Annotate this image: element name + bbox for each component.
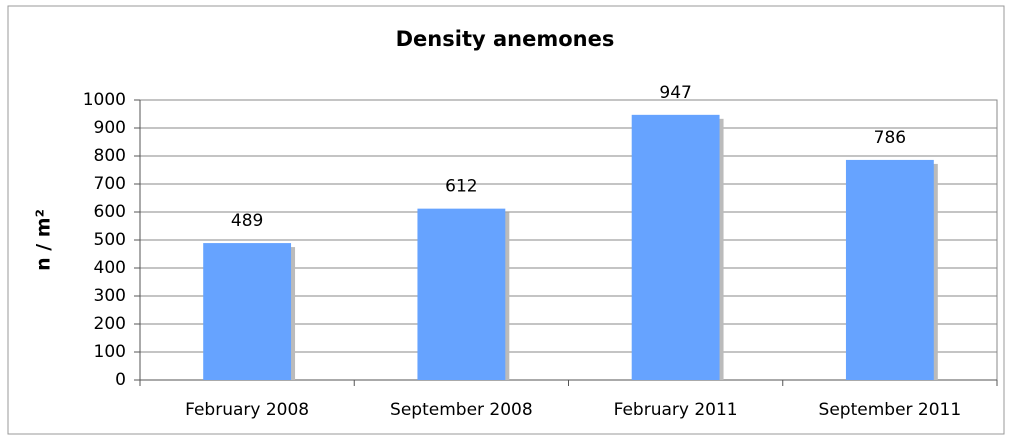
x-tick-label: September 2008 (390, 400, 533, 420)
bar (845, 159, 934, 380)
y-tick-label: 600 (94, 202, 126, 222)
x-tick-label: February 2011 (614, 400, 738, 420)
bar (203, 243, 292, 380)
data-label: 786 (874, 128, 906, 148)
y-tick-label: 0 (115, 370, 126, 390)
y-tick-label: 900 (94, 118, 126, 138)
y-axis-label: n / m² (33, 209, 55, 271)
x-tick-label: September 2011 (819, 400, 962, 420)
data-label: 489 (231, 211, 263, 231)
y-tick-label: 700 (94, 174, 126, 194)
y-tick-label: 300 (94, 286, 126, 306)
y-tick-label: 400 (94, 258, 126, 278)
y-tick-label: 500 (94, 230, 126, 250)
chart-title: Density anemones (396, 27, 615, 51)
bar (417, 208, 506, 380)
data-label: 947 (659, 83, 691, 103)
y-tick-label: 100 (94, 342, 126, 362)
y-tick-label: 1000 (83, 90, 126, 110)
y-tick-label: 200 (94, 314, 126, 334)
data-label: 612 (445, 177, 477, 197)
x-tick-label: February 2008 (185, 400, 309, 420)
bar (631, 114, 720, 380)
y-tick-label: 800 (94, 146, 126, 166)
